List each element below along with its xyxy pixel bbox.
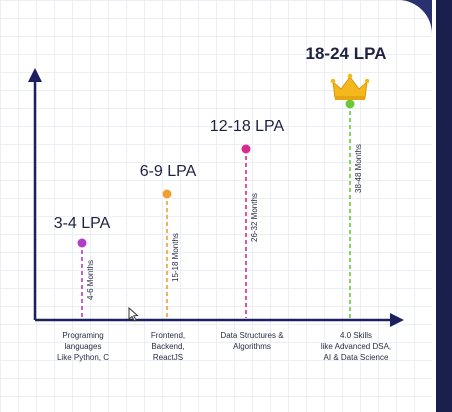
x-axis-arrow [390, 313, 404, 327]
stage-3-duration: 26-32 Months [250, 193, 259, 242]
stage-4-duration: 38-48 Months [354, 144, 363, 193]
growth-diagram [28, 68, 404, 327]
stage-1-salary: 3-4 LPA [53, 215, 111, 232]
stage-4-skills: 4.0 Skills like Advanced DSA, AI & Data … [320, 331, 392, 362]
stage-3-skills: Data Structures & Algorithms [220, 331, 284, 351]
stage-1-duration: 4-6 Months [86, 259, 95, 300]
stage-3-salary: 12-18 LPA [209, 118, 285, 135]
stage-4-salary: 18-24 LPA [305, 44, 387, 63]
crown-icon [330, 73, 370, 100]
y-axis-arrow [28, 68, 42, 82]
stage-4-dot [345, 99, 355, 109]
stage-2-duration: 15-18 Months [171, 233, 180, 282]
right-rail-dark [436, 0, 452, 412]
stage-2-salary: 6-9 LPA [139, 163, 197, 180]
stage-2-dot [162, 189, 172, 199]
stage-3-dot [241, 144, 251, 154]
stage-1-dot [77, 238, 87, 248]
mouse-cursor-icon [128, 306, 139, 327]
career-growth-card: 3-4 LPA 6-9 LPA 12-18 LPA 18-24 LPA 4-6 … [0, 0, 432, 412]
stage-2-skills: Frontend, Backend, ReactJS [150, 331, 186, 362]
stage-1-skills: Programing languages Like Python, C [56, 331, 110, 362]
background-grid [0, 0, 432, 412]
